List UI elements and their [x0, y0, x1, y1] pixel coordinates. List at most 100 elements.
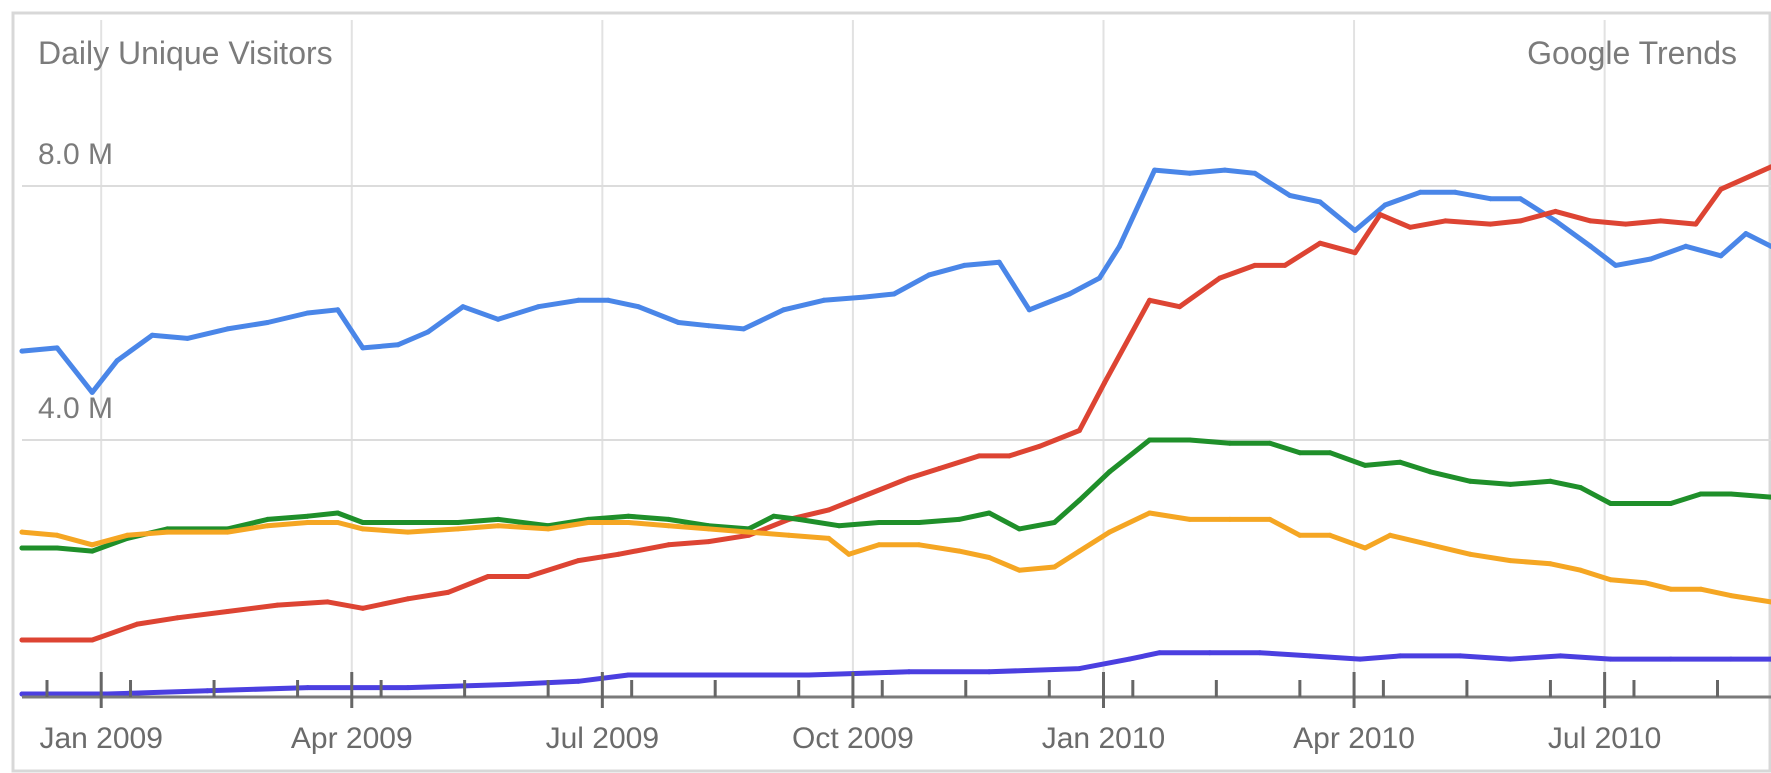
series-2-point-39 [1467, 478, 1473, 484]
series-1-point-26 [1076, 428, 1082, 433]
series-4-point-14 [1157, 650, 1163, 656]
series-0-point-45 [1553, 218, 1558, 224]
series-2-point-33 [1267, 440, 1273, 446]
series-1-point-40 [1553, 208, 1558, 214]
series-0-point-32 [1117, 243, 1122, 249]
series-1-point-29 [1177, 304, 1183, 310]
series-1-point-4 [174, 615, 180, 621]
series-2-point-6 [265, 516, 271, 522]
series-4-point-24 [1668, 656, 1674, 662]
series-2-point-29 [1107, 469, 1112, 475]
series-3-point-16 [666, 523, 671, 529]
series-0-point-1 [54, 345, 60, 351]
series-2-point-36 [1362, 462, 1368, 468]
series-0-point-5 [184, 335, 190, 341]
series-4-point-15 [1207, 650, 1213, 656]
series-2-point-32 [1227, 440, 1233, 446]
series-1-point-13 [575, 558, 581, 564]
series-4-point-25 [1728, 656, 1734, 662]
series-3-point-21 [846, 551, 852, 557]
series-1-point-39 [1517, 218, 1523, 224]
series-2 [19, 437, 1771, 554]
series-0 [19, 167, 1771, 395]
series-2-point-44 [1643, 501, 1649, 506]
series-3-point-14 [585, 520, 591, 525]
series-1-point-30 [1217, 275, 1223, 281]
series-3-point-7 [305, 520, 311, 525]
series-2-point-20 [796, 516, 802, 522]
series-0-point-10 [360, 345, 366, 351]
series-1-point-3 [134, 621, 140, 627]
series-0-point-6 [225, 326, 230, 332]
series-4-point-23 [1608, 656, 1614, 662]
series-4-point-2 [204, 688, 210, 694]
series-1-point-8 [360, 605, 366, 611]
series-0-point-13 [460, 304, 466, 310]
series-4-point-1 [104, 691, 110, 697]
series-0-point-43 [1487, 196, 1493, 202]
series-3-point-10 [405, 529, 411, 535]
series-0-point-38 [1317, 199, 1323, 205]
series-1-point-31 [1252, 262, 1258, 268]
series-1-point-27 [1102, 380, 1107, 386]
series-3-point-20 [826, 535, 832, 541]
series-0-point-14 [495, 316, 501, 322]
gridlines [22, 20, 1771, 697]
series-4-point-26 [1768, 656, 1771, 662]
series-0-point-35 [1222, 167, 1228, 173]
series-2-point-24 [956, 516, 962, 522]
series-1-point-5 [225, 609, 230, 614]
series-1-point-16 [706, 539, 712, 545]
series-line-3 [19, 510, 1771, 605]
series-0-point-47 [1613, 262, 1619, 268]
series-2-point-2 [89, 548, 95, 554]
series-1-point-37 [1442, 218, 1448, 224]
series-3-point-6 [265, 523, 271, 529]
series-1-point-2 [89, 637, 95, 643]
series-0-point-3 [114, 358, 120, 364]
x-tick-label-1: Apr 2009 [291, 722, 413, 755]
series-0-point-16 [575, 297, 581, 303]
series-3-point-1 [54, 532, 60, 538]
series-3-point-45 [1668, 586, 1674, 592]
x-tick-label-3: Oct 2009 [792, 722, 914, 755]
series-line-2 [19, 437, 1771, 554]
series-2-point-37 [1397, 459, 1403, 465]
series-3-point-0 [19, 529, 25, 535]
series-0-point-22 [781, 307, 787, 313]
series-3-point-29 [1107, 529, 1112, 535]
series-0-point-12 [425, 329, 431, 335]
series-3-point-5 [225, 529, 230, 535]
series-3-point-26 [1016, 567, 1022, 573]
series-3-point-44 [1643, 580, 1649, 586]
series-4-point-20 [1457, 653, 1463, 659]
series-2-point-40 [1507, 481, 1513, 487]
series-3-point-31 [1187, 516, 1193, 522]
series-2-point-25 [986, 510, 992, 516]
series-2-point-8 [335, 510, 341, 516]
series-4-point-6 [575, 678, 581, 684]
series-0-point-39 [1352, 228, 1358, 233]
series-0-point-7 [265, 320, 271, 325]
series-3-point-13 [545, 526, 551, 532]
series-3-point-12 [495, 523, 501, 529]
series-3-point-28 [1076, 548, 1082, 554]
series-2-point-31 [1187, 437, 1193, 443]
series-2-point-28 [1076, 497, 1082, 503]
series-0-point-44 [1517, 196, 1523, 202]
series-3-point-32 [1227, 516, 1233, 522]
series-3-point-19 [786, 532, 792, 538]
series-1-point-41 [1588, 218, 1594, 224]
series-4-point-13 [1127, 656, 1132, 662]
series-0-point-20 [706, 323, 712, 329]
series-0-point-11 [395, 342, 401, 348]
source-label: Google Trends [1527, 35, 1737, 71]
series-3-point-3 [124, 532, 130, 538]
series-0-point-15 [535, 304, 541, 310]
x-tick-label-5: Apr 2010 [1293, 722, 1415, 755]
series-1-point-12 [525, 574, 531, 579]
series-1-point-1 [54, 637, 60, 643]
series-2-point-42 [1578, 485, 1584, 491]
x-tick-label-6: Jul 2010 [1548, 722, 1661, 755]
